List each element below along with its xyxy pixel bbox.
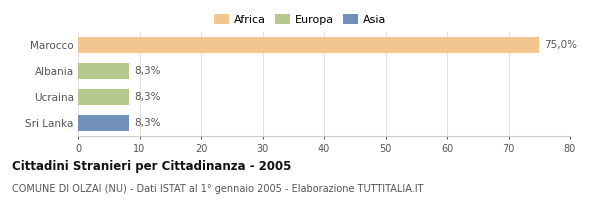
Bar <box>78 89 129 105</box>
Text: 8,3%: 8,3% <box>134 118 160 128</box>
Legend: Africa, Europa, Asia: Africa, Europa, Asia <box>209 10 391 29</box>
Text: 8,3%: 8,3% <box>134 66 160 76</box>
Text: Cittadini Stranieri per Cittadinanza - 2005: Cittadini Stranieri per Cittadinanza - 2… <box>12 160 292 173</box>
Text: COMUNE DI OLZAI (NU) - Dati ISTAT al 1° gennaio 2005 - Elaborazione TUTTITALIA.I: COMUNE DI OLZAI (NU) - Dati ISTAT al 1° … <box>12 184 424 194</box>
Text: 75,0%: 75,0% <box>544 40 577 50</box>
Bar <box>78 115 129 131</box>
Bar <box>78 37 539 53</box>
Bar <box>78 63 129 79</box>
Text: 8,3%: 8,3% <box>134 92 160 102</box>
